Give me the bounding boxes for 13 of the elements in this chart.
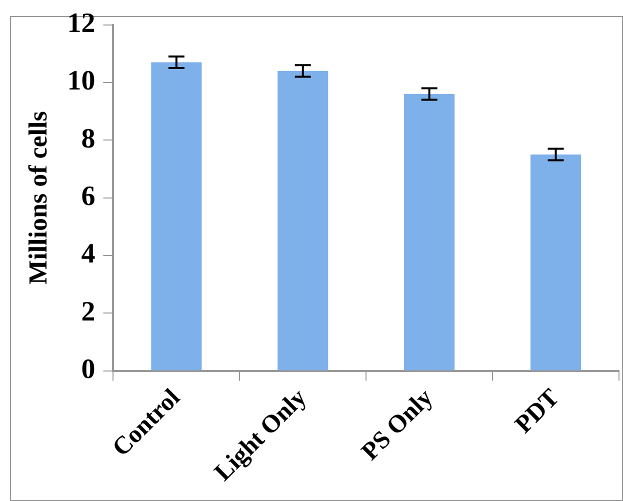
bar bbox=[278, 70, 328, 370]
y-tick-label: 6 bbox=[81, 181, 96, 212]
bar bbox=[151, 62, 202, 370]
x-tick-label: PS Only bbox=[356, 384, 438, 466]
y-tick-label: 4 bbox=[81, 238, 96, 270]
y-tick-label: 0 bbox=[81, 354, 96, 386]
y-tick-label: 10 bbox=[67, 66, 96, 97]
y-axis-title: Millions of cells bbox=[23, 111, 52, 284]
bar bbox=[404, 94, 455, 370]
bar bbox=[530, 154, 582, 370]
y-tick-label: 12 bbox=[67, 8, 96, 40]
y-tick-label: 2 bbox=[81, 296, 96, 328]
y-tick-label: 8 bbox=[81, 123, 96, 154]
